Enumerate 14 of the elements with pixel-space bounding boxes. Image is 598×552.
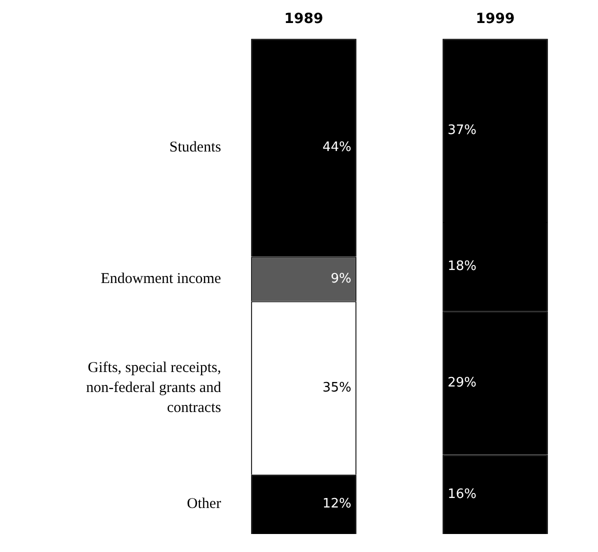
- data-label: 9%: [330, 271, 352, 286]
- text: Endowment income: [100, 270, 222, 287]
- x-tick-label: 1999: [476, 11, 515, 28]
- data-label: 37%: [448, 122, 476, 138]
- data-label: 18%: [448, 258, 476, 274]
- data-label: 44%: [322, 140, 352, 156]
- data-label: 16%: [448, 486, 476, 502]
- data-label: 12%: [322, 496, 352, 512]
- data-label: 35%: [322, 380, 352, 396]
- text: Gifts, special receipts, non-federal grants and contracts: [86, 360, 222, 416]
- x-tick-label: 1989: [284, 11, 324, 28]
- text: Other: [186, 496, 222, 512]
- data-label: 29%: [448, 375, 476, 390]
- text: Students: [169, 140, 222, 156]
